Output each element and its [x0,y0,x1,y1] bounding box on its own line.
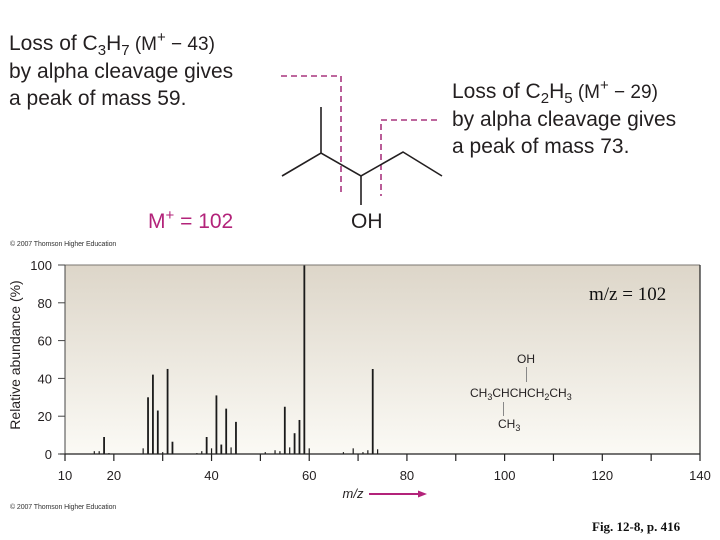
x-tick-label: 60 [302,468,316,483]
subscript: 5 [564,90,573,107]
text: M [148,210,166,233]
subscript: 2 [544,392,550,402]
subscript: 2 [540,90,550,107]
text: (M [572,82,601,103]
text: (M [129,34,158,55]
text: H [106,32,122,55]
x-tick-label: 140 [689,468,711,483]
text: − 29) [608,82,658,103]
molecular-ion-label: M+ = 102 [148,207,234,234]
y-tick-label: 0 [45,447,52,462]
superscript: + [600,77,609,94]
text: CH [470,386,488,400]
text: CH [549,386,567,400]
x-tick-label: 40 [204,468,218,483]
x-axis-label: m/z [343,486,364,501]
x-axis-ticks: 10 20 40 60 80 100 120 140 [58,454,711,483]
mass-spectrum-chart: 0 20 40 60 80 100 10 20 40 60 80 100 120 140 Relativ… [7,258,711,501]
formula-branch-bond [503,402,504,416]
text: CH [498,417,516,431]
y-tick-label: 100 [30,258,52,273]
formula-oh-bond [526,367,527,382]
x-tick-label: 10 [58,468,72,483]
formula-branch: CH3 [498,417,521,433]
text: CHCHCH [492,386,545,400]
annotation-line-2: by alpha cleavage gives [452,108,677,131]
annotation-line-3: a peak of mass 59. [9,87,187,110]
plot-area [65,265,700,454]
figure-caption: Fig. 12-8, p. 416 [592,519,681,534]
annotation-line-1: Loss of C3H7 (M+ − 43) [9,30,233,58]
y-tick-label: 20 [38,409,52,424]
superscript: + [157,29,166,46]
text: = 102 [174,210,234,233]
text: − 43) [165,34,215,55]
chart-title-mz: m/z = 102 [589,284,667,305]
subscript: 7 [121,42,130,59]
carbon-skeleton [281,107,443,205]
spectrum-peaks [93,265,379,454]
formula-oh: OH [517,352,535,366]
annotation-line-2: by alpha cleavage gives [9,60,234,83]
text: Loss of C [452,80,541,103]
text: H [549,80,565,103]
skeletal-structure [281,75,443,205]
subscript: 3 [97,42,107,59]
x-axis-arrow [369,490,427,498]
y-axis-ticks: 0 20 40 60 80 100 [30,258,65,462]
y-axis-label: Relative abundance (%) [7,280,23,429]
annotation-loss-c2h5: Loss of C2H5 (M+ − 29) by alpha cleavage… [452,78,676,160]
x-tick-label: 100 [494,468,516,483]
annotation-line-3: a peak of mass 73. [452,135,630,158]
superscript: + [165,207,175,224]
copyright-top: © 2007 Thomson Higher Education [10,241,117,248]
cleavage-line-right [380,119,437,196]
annotation-loss-c3h7: Loss of C3H7 (M+ − 43) by alpha cleavage… [9,30,233,112]
subscript: 3 [515,423,521,433]
formula-main-chain: CH3CHCHCH2CH3 [470,386,572,402]
x-tick-label: 80 [400,468,414,483]
y-tick-label: 60 [38,334,52,349]
subscript: 3 [566,392,572,402]
annotation-line-1: Loss of C2H5 (M+ − 29) [452,78,676,106]
y-tick-label: 40 [38,371,52,386]
copyright-bottom: © 2007 Thomson Higher Education [10,504,117,511]
subscript: 3 [487,392,493,402]
x-tick-label: 20 [107,468,121,483]
structural-formula-inset: OH CH3CHCHCH2CH3 CH3 [470,352,610,437]
cleavage-line-left [281,75,342,196]
text: Loss of C [9,32,98,55]
x-tick-label: 120 [591,468,613,483]
oh-label: OH [351,210,383,233]
y-tick-label: 80 [38,296,52,311]
